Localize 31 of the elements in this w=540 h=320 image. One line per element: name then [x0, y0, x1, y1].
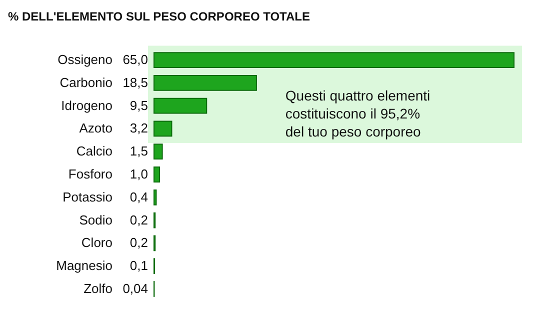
y-tick-label: Carbonio: [60, 74, 112, 90]
y-tick-label: Idrogeno: [61, 98, 112, 113]
y-tick-label: Azoto: [79, 120, 112, 136]
y-tick-label: Zolfo: [84, 280, 112, 296]
bar: [154, 120, 172, 137]
data-label: 0,1: [130, 258, 148, 274]
y-tick-label: Magnesio: [56, 258, 112, 274]
data-label: 3,2: [130, 120, 148, 136]
bar: [154, 52, 514, 68]
y-tick-label: Cloro: [81, 235, 112, 250]
data-label: 0,04: [122, 280, 148, 296]
bar: [154, 98, 208, 114]
y-tick-label: Ossigeno: [58, 52, 112, 68]
band-label: Questi quattro elementi costituiscono il 95,2% del tuo peso corporeo: [285, 87, 430, 140]
data-label: 0,2: [130, 235, 148, 250]
data-label: 65,0: [122, 52, 148, 68]
y-tick-label: Sodio: [79, 212, 112, 228]
bar: [154, 189, 157, 206]
bar: [154, 166, 160, 182]
data-label: 1,5: [130, 144, 148, 159]
bar: [154, 74, 257, 91]
data-label: 9,5: [130, 98, 148, 113]
data-label: 18,5: [122, 74, 148, 90]
y-tick-label: Calcio: [76, 144, 112, 159]
data-label: 0,2: [130, 212, 148, 228]
bar: [154, 144, 163, 160]
chart-title: % DELL'ELEMENTO SUL PESO CORPOREO TOTALE: [8, 10, 310, 24]
y-tick-label: Fosforo: [68, 166, 112, 182]
data-label: 1,0: [130, 166, 148, 182]
data-label: 0,4: [130, 189, 148, 204]
y-tick-label: Potassio: [62, 189, 112, 204]
